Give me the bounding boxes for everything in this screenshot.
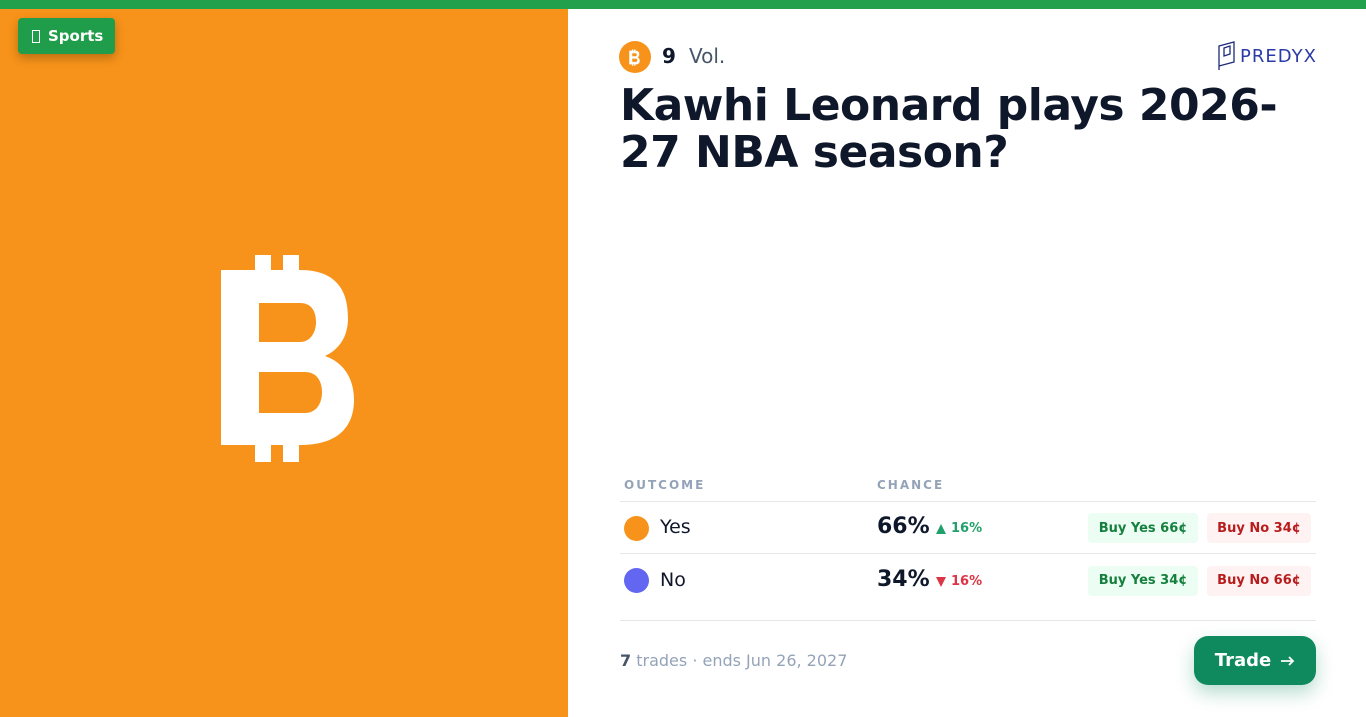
brand-name: PREDYX (1240, 45, 1317, 67)
divider (620, 553, 1316, 554)
column-header: CHANCE (877, 478, 945, 492)
buy-no-button[interactable]: Buy No 34¢ (1207, 513, 1311, 543)
footer-info: 7 trades · ends Jun 26, 2027 (620, 651, 847, 670)
footer-details: trades · ends Jun 26, 2027 (636, 651, 848, 670)
outcome-dot (624, 568, 649, 593)
top-bar (0, 0, 1366, 9)
column-header: OUTCOME (624, 478, 706, 492)
category-badge[interactable]: Sports (18, 18, 115, 54)
badge-label: Sports (48, 27, 104, 45)
buy-no-button[interactable]: Buy No 66¢ (1207, 565, 1311, 596)
bitcoin-logo (215, 250, 360, 465)
change-value: 16% (951, 521, 983, 536)
image-panel (0, 9, 568, 717)
market-title: Kawhi Leonard plays 2026-27 NBA season? (620, 80, 1278, 178)
outcome-name: Yes (660, 516, 691, 538)
buy-yes-button[interactable]: Buy Yes 66¢ (1088, 513, 1198, 543)
outcome-name: No (660, 568, 686, 591)
badge-icon (32, 29, 40, 43)
brand-logo: PREDYX (1216, 40, 1317, 72)
arrow-icon (1281, 655, 1295, 666)
change-value: 16% (951, 573, 983, 589)
change-arrow (936, 576, 946, 587)
volume-label: Vol. (689, 44, 726, 68)
divider (620, 620, 1316, 621)
trade-button[interactable]: Trade (1194, 636, 1316, 685)
volume: 9 (662, 44, 676, 68)
trade-label: Trade (1214, 650, 1272, 671)
chance-value: 34% (877, 566, 930, 592)
outcome-dot (624, 515, 649, 541)
trade-count: 7 (620, 651, 632, 670)
divider (620, 501, 1316, 502)
buy-yes-button[interactable]: Buy Yes 34¢ (1088, 565, 1198, 596)
change-arrow (936, 524, 946, 534)
brand-icon (1218, 41, 1235, 70)
chance-value: 66% (877, 514, 930, 539)
coin-icon (619, 41, 651, 73)
